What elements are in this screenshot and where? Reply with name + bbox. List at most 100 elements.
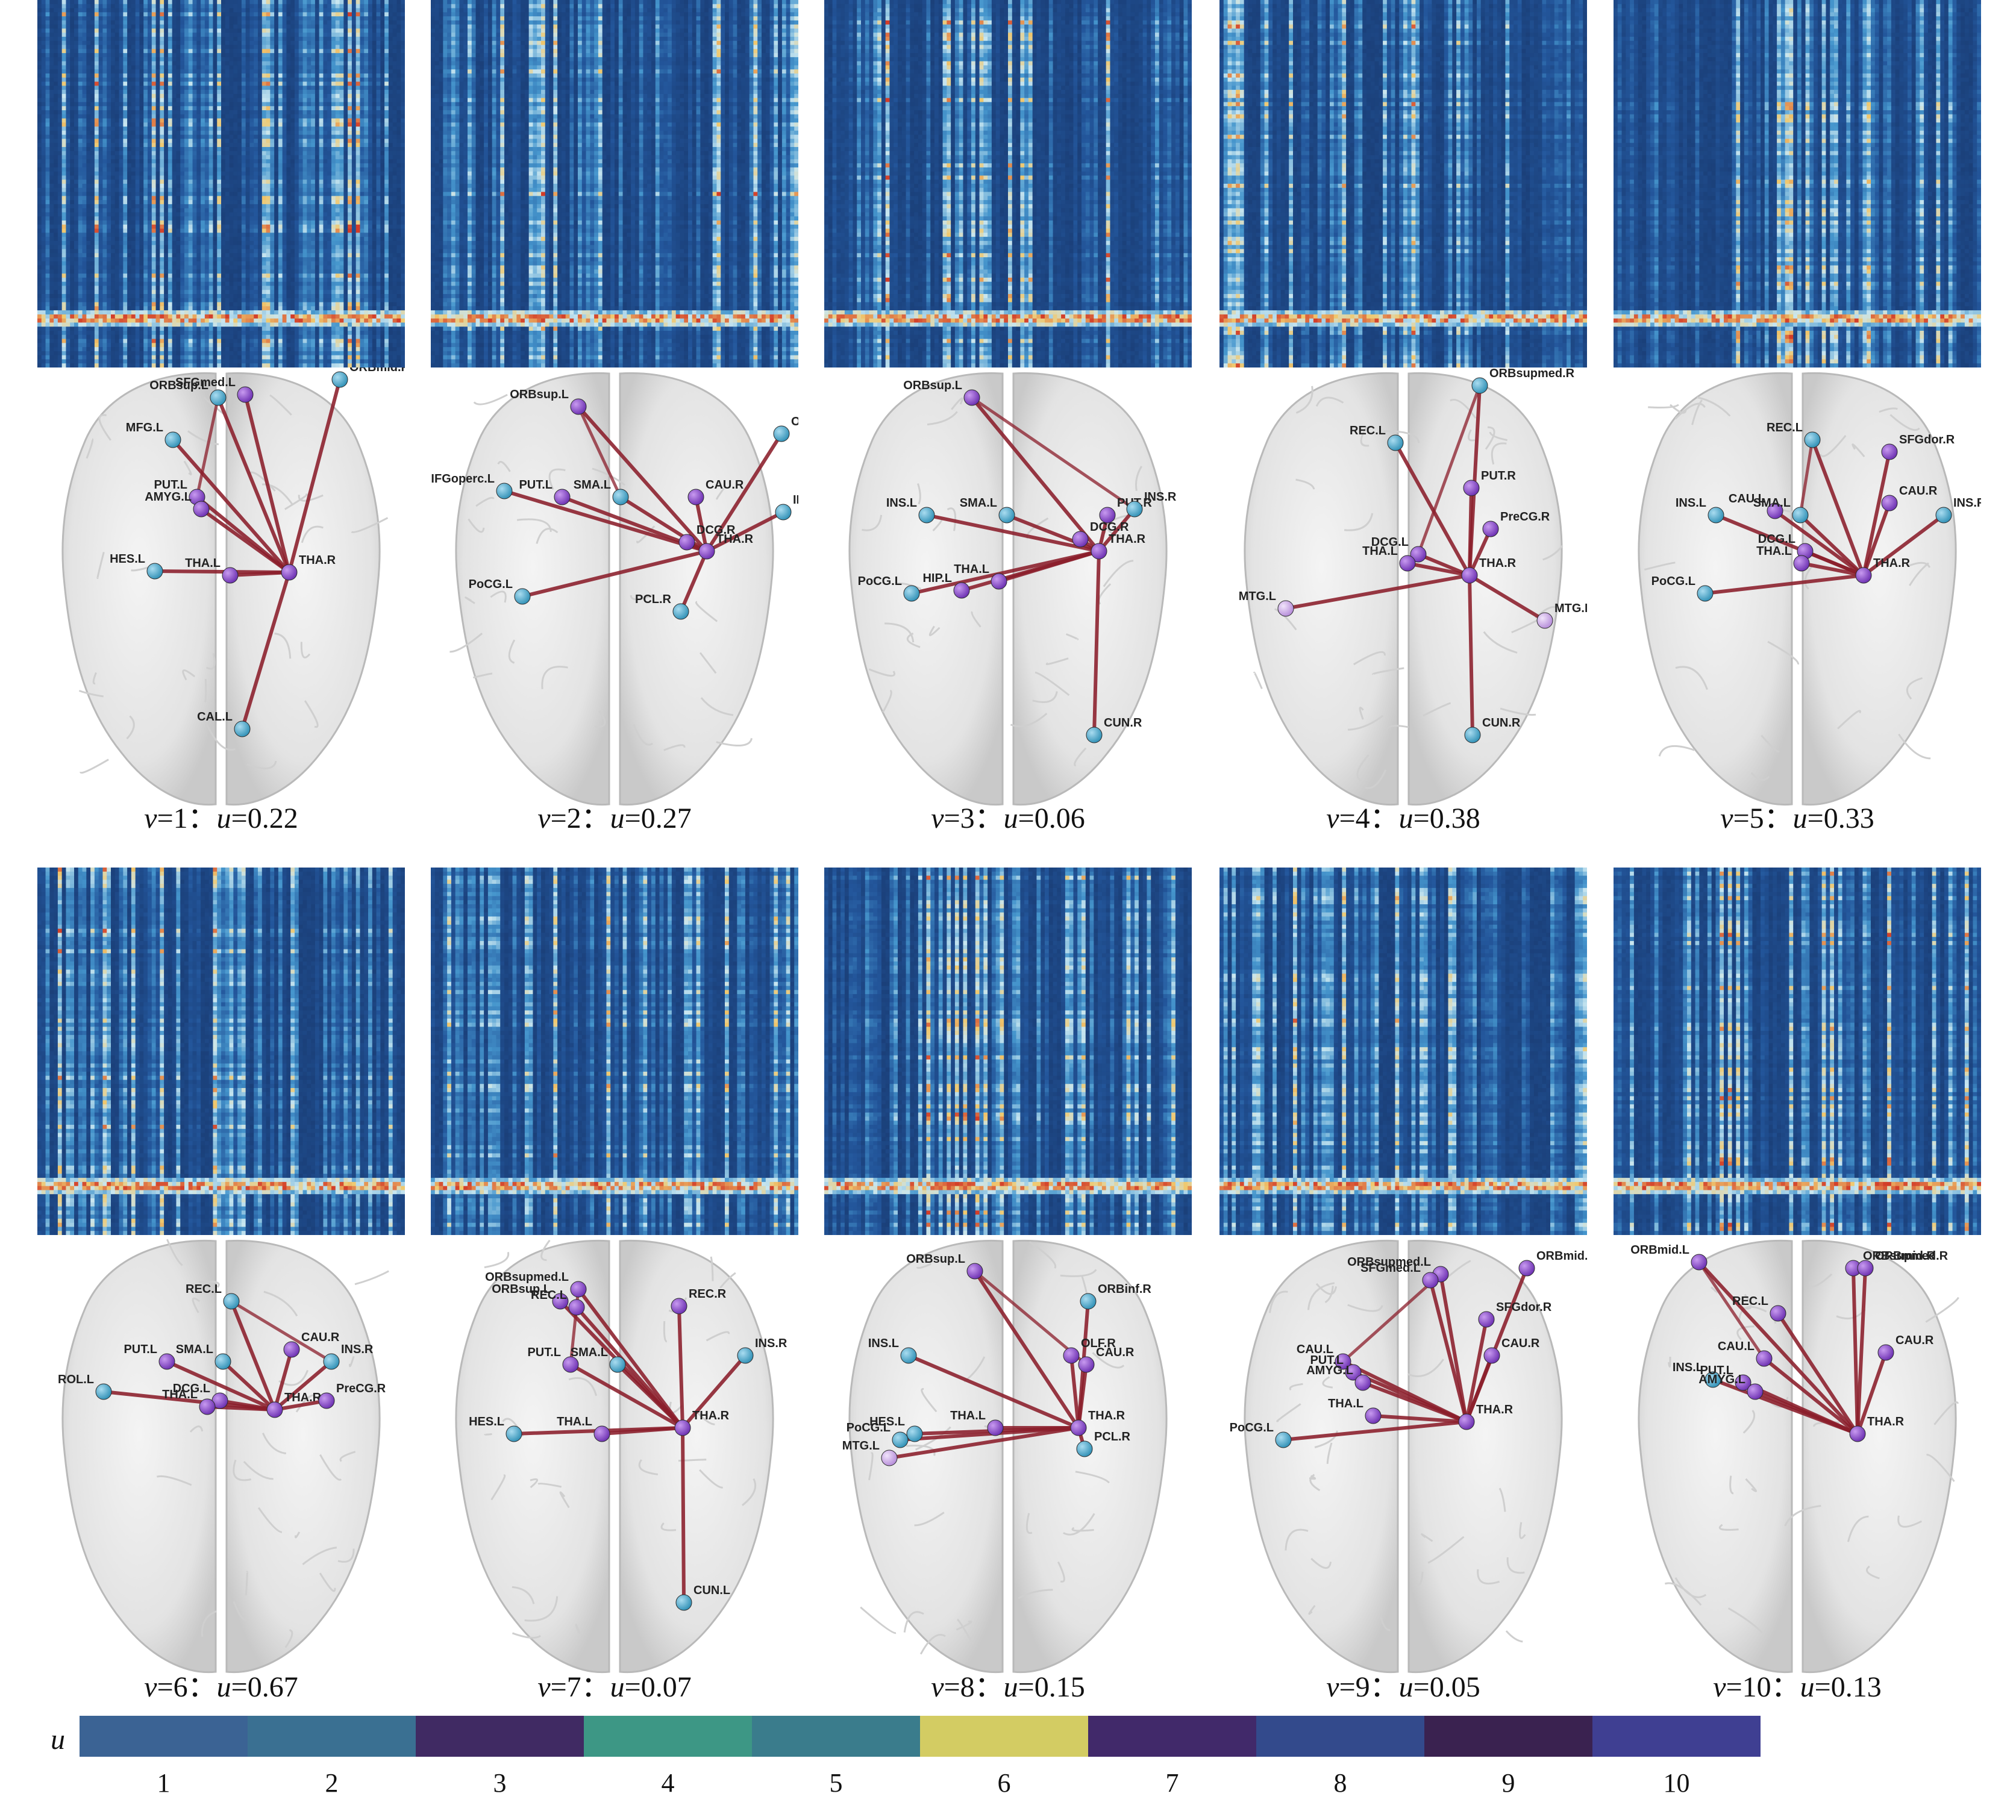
panel-caption: v=8：u=0.15 [824,1663,1192,1705]
node-label: ORBmid.R [1875,1249,1936,1263]
right-hemisphere [620,1240,773,1672]
connectivity-heatmap [1614,868,1981,1235]
node-label: INS.R [1953,496,1981,510]
panel-caption: v=5：u=0.33 [1614,794,1981,836]
node-label: PreCG.R [1500,510,1550,524]
panel-caption: v=7：u=0.07 [431,1663,798,1705]
node-label: SMA.L [571,1346,608,1359]
node-label: SFGmed.L [175,376,236,389]
panel-caption: v=6：u=0.67 [37,1663,405,1705]
brain-glass-view: ORBsup.LINS.LSMA.LPUT.RINS.RDCG.RTHA.RPo… [824,367,1192,813]
node-label: INS.R [793,493,798,507]
node-label: REC.L [531,1289,567,1302]
node-label: THA.R [284,1391,322,1404]
node-label: PoCG.L [1651,575,1695,588]
colorbar-tick-label: 3 [440,1768,560,1798]
node-label: PCL.R [1094,1430,1131,1443]
connectivity-heatmap [824,0,1192,367]
node-label: SMA.L [574,478,611,492]
node-label: THA.R [716,533,754,546]
node-label: INS.L [1676,496,1706,510]
node-label: ORBsup.L [903,379,962,392]
colorbar-tick-label: 6 [944,1768,1065,1798]
right-hemisphere [1803,1240,1956,1672]
colorbar-bin [1256,1716,1424,1757]
panel-caption: v=10：u=0.13 [1614,1663,1981,1705]
node-label: ORBsupmed.L [485,1271,569,1284]
node-label: THA.R [1867,1415,1905,1428]
node-label: PUT.L [527,1346,561,1359]
connection-edge [1470,488,1471,575]
brain-glass-view: REC.LSFGdor.RINS.LCAU.LSMA.LCAU.RINS.RDC… [1614,367,1981,813]
node-label: PoCG.L [1230,1421,1274,1434]
node-label: THA.L [1328,1397,1363,1410]
node-label: ORBsup.L [510,388,569,401]
panel-caption: v=2：u=0.27 [431,794,798,836]
left-hemisphere [456,1240,609,1672]
right-hemisphere [227,373,380,804]
node-label: CUN.R [1104,716,1142,730]
left-hemisphere [1245,373,1398,804]
left-hemisphere [1639,373,1792,804]
node-label: ORBmid.R [349,367,405,374]
left-hemisphere [63,1240,216,1672]
node-label: ORBinf.R [1098,1283,1151,1296]
node-label: SMA.L [1753,496,1791,510]
connectivity-heatmap [37,0,405,367]
connectivity-heatmap [824,868,1192,1235]
node-label: CAU.R [1501,1337,1540,1350]
node-label: CAU.R [706,478,744,492]
colorbar-bin [584,1716,752,1757]
node-label: THA.L [1362,545,1398,558]
colorbar-bin [248,1716,416,1757]
connectivity-heatmap [431,0,798,367]
node-label: HIP.L [922,572,952,585]
connectivity-heatmap [37,868,405,1235]
node-label: MTG.L [842,1439,880,1453]
node-label: THA.R [1109,533,1146,546]
node-label: PCL.R [635,593,672,606]
left-hemisphere [63,373,216,804]
colorbar-tick-label: 5 [776,1768,897,1798]
panel-caption: v=9：u=0.05 [1219,1663,1587,1705]
node-label: CUN.R [1482,716,1521,730]
node-label: MTG.R [1554,602,1587,615]
node-label: ORBsupmed.R [1489,367,1575,380]
node-label: ORBmid.R [1536,1249,1587,1263]
brain-node-orbinf-r: ORBinf.R [774,415,798,442]
node-label: DCG.R [1090,521,1129,534]
colorbar-bin [1088,1716,1256,1757]
node-label: ORBinf.R [791,415,798,428]
node-label: THA.L [557,1415,592,1428]
panel-caption: v=1：u=0.22 [37,794,405,836]
node-label: CAL.L [197,710,233,724]
colorbar-bin [1424,1716,1592,1757]
node-label: THA.L [185,557,221,570]
colorbar-tick-label: 2 [272,1768,392,1798]
node-label: REC.R [689,1287,727,1301]
node-label: SFGdor.R [1899,433,1955,446]
connectivity-heatmap [1219,0,1587,367]
node-label: CAU.L [1718,1340,1755,1353]
node-label: PoCG.L [469,578,513,591]
node-label: PoCG.L [858,575,902,588]
node-label: INS.L [886,496,917,510]
node-label: THA.R [1479,557,1517,570]
node-label: SFGmed.L [1360,1262,1421,1275]
colorbar-bin [1592,1716,1761,1757]
node-label: PoCG.L [847,1421,891,1434]
node-label: IFGoperc.L [431,472,495,486]
node-label: ORBsup.L [906,1252,965,1266]
connectivity-heatmap [431,868,798,1235]
node-label: THA.L [950,1409,986,1422]
node-label: SMA.L [960,496,997,510]
node-label: THA.L [1756,545,1792,558]
brain-glass-view: ORBsup.LORBinf.RIFGoperc.LPUT.LSMA.LCAU.… [431,367,798,813]
colorbar-tick-label: 8 [1280,1768,1401,1798]
brain-node-ins-r: INS.R [775,493,798,520]
node-label: REC.L [186,1283,222,1296]
node-label: CUN.L [693,1584,730,1597]
node-label: THA.L [162,1388,198,1401]
